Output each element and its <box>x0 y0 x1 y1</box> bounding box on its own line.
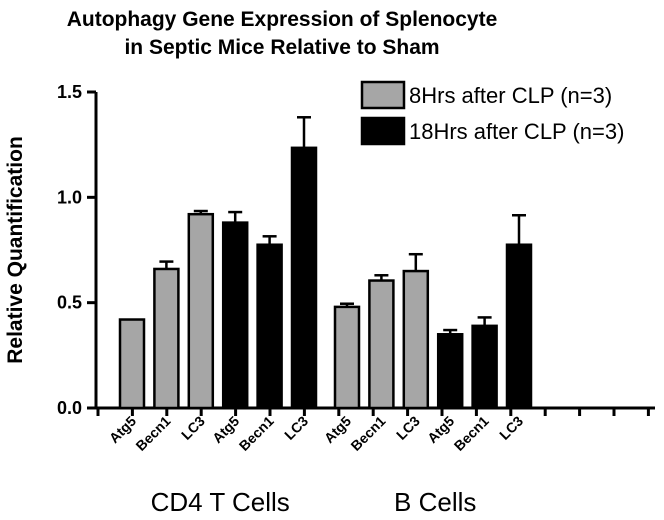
chart-title: Autophagy Gene Expression of Splenocyte … <box>67 8 498 59</box>
y-tick-label: 0.5 <box>57 293 82 313</box>
bar-atg5 <box>436 333 464 410</box>
bar-lc3 <box>187 212 215 410</box>
bar-lc3 <box>402 269 430 410</box>
bars <box>118 116 533 410</box>
bar-becn1 <box>256 243 283 410</box>
x-tick-label: LC3 <box>281 413 311 443</box>
y-tick-label: 1.5 <box>57 82 82 102</box>
y-tick-label: 0.0 <box>57 398 82 418</box>
bar-atg5 <box>333 305 361 410</box>
bar-atg5 <box>221 221 249 410</box>
x-tick-label: Becn1 <box>347 413 388 454</box>
legend-label: 18Hrs after CLP (n=3) <box>409 119 624 144</box>
group-label: CD4 T Cells <box>151 487 290 517</box>
bar-lc3 <box>290 146 318 410</box>
x-tick-label: LC3 <box>496 413 526 443</box>
bar-lc3 <box>505 243 533 410</box>
bar-becn1 <box>368 279 395 410</box>
x-tick-label: LC3 <box>393 413 423 443</box>
y-axis-label: Relative Quantification <box>4 136 27 364</box>
group-labels: CD4 T Cells B Cells <box>151 487 477 517</box>
x-tick-label: LC3 <box>178 413 208 443</box>
chart-title-line-2: in Septic Mice Relative to Sham <box>124 36 439 59</box>
x-tick-label: Becn1 <box>236 413 277 454</box>
legend-swatch <box>360 116 406 146</box>
x-tick-label: Becn1 <box>451 413 492 454</box>
group-label: B Cells <box>394 487 476 517</box>
chart-title-line-1: Autophagy Gene Expression of Splenocyte <box>67 8 498 31</box>
legend-label: 8Hrs after CLP (n=3) <box>409 83 612 108</box>
x-tick-label: Becn1 <box>132 413 173 454</box>
legend-swatch <box>360 80 406 110</box>
bar-atg5 <box>118 318 146 410</box>
legend: 8Hrs after CLP (n=3) 18Hrs after CLP (n=3… <box>360 80 624 146</box>
y-tick-label: 1.0 <box>57 187 82 207</box>
bar-becn1 <box>153 267 180 410</box>
bar-becn1 <box>471 324 498 410</box>
